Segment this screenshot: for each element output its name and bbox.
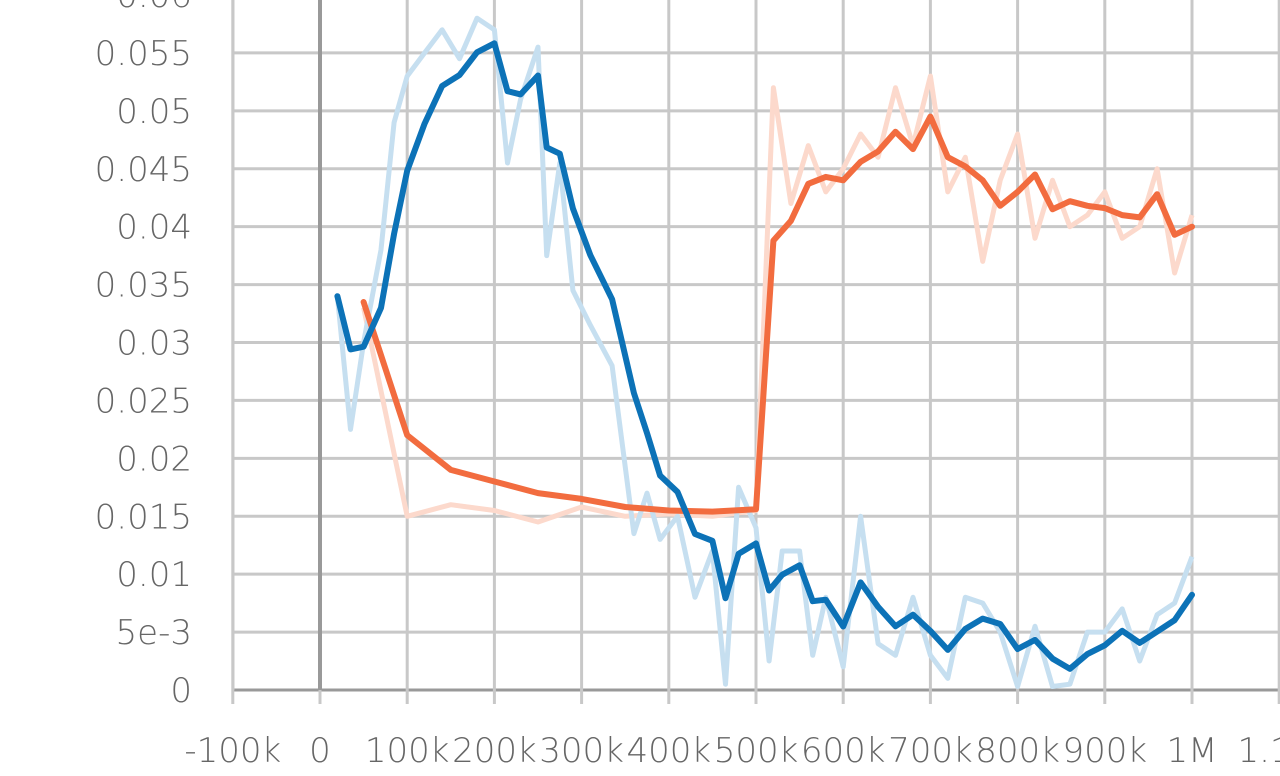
y-tick-label: 0.02	[116, 439, 192, 479]
y-tick-label: 0.055	[95, 34, 192, 74]
series-1-smoothed-line	[334, 40, 1195, 672]
x-tick-label: 500k	[714, 731, 799, 771]
x-tick-label: 600k	[801, 731, 886, 771]
x-tick-label: 300k	[539, 731, 624, 771]
x-tick-label: -100k	[184, 731, 281, 771]
x-tick-label: 100k	[365, 731, 450, 771]
y-tick-label: 0.045	[95, 150, 192, 190]
y-tick-label: 0.05	[116, 92, 192, 132]
y-tick-label: 0.025	[95, 381, 192, 421]
x-tick-label: 900k	[1063, 731, 1148, 771]
grid-layer	[231, 0, 1280, 704]
y-tick-labels: 0 5e-3 0.01 0.015 0.02 0.025 0.03 0.035 0.04 0.04…	[95, 0, 192, 711]
y-tick-label: 0.06	[116, 0, 192, 16]
x-tick-label: 400k	[627, 731, 712, 771]
x-tick-labels: -100k 0 100k 200k 300k 400k 500k 600k 700k 800k 90…	[184, 731, 1280, 771]
x-tick-label: 1.1M	[1237, 731, 1280, 771]
y-tick-label: 0.04	[116, 208, 192, 248]
x-tick-label: 200k	[452, 731, 537, 771]
y-tick-label: 0.035	[95, 266, 192, 306]
series-layer	[334, 15, 1195, 689]
y-tick-label: 0.03	[116, 324, 192, 364]
y-tick-label: 0.015	[95, 497, 192, 537]
series-0-raw-line	[361, 73, 1195, 525]
x-tick-label: 700k	[888, 731, 973, 771]
x-tick-label: 1M	[1167, 731, 1218, 771]
y-tick-label: 5e-3	[116, 613, 192, 653]
x-tick-label: 0	[309, 731, 331, 771]
y-tick-label: 0	[170, 671, 192, 711]
x-tick-label: 800k	[975, 731, 1060, 771]
y-tick-label: 0.01	[116, 555, 192, 595]
series-0-smoothed-line	[360, 113, 1195, 515]
